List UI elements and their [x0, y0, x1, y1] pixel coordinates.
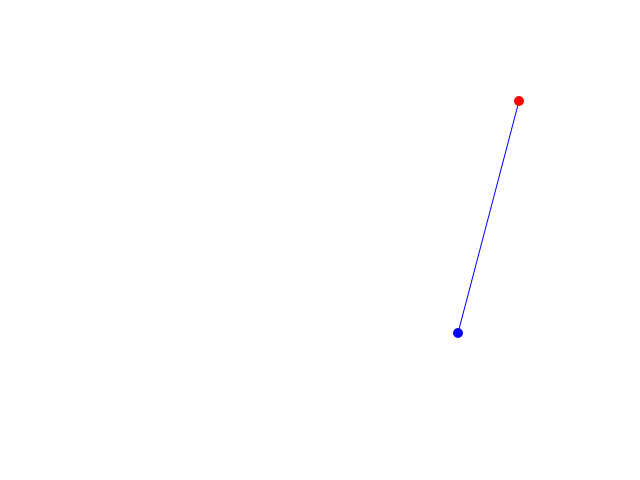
blue-start-point[interactable]: [453, 328, 463, 338]
connecting-line: [457, 100, 520, 334]
red-end-point[interactable]: [514, 96, 524, 106]
